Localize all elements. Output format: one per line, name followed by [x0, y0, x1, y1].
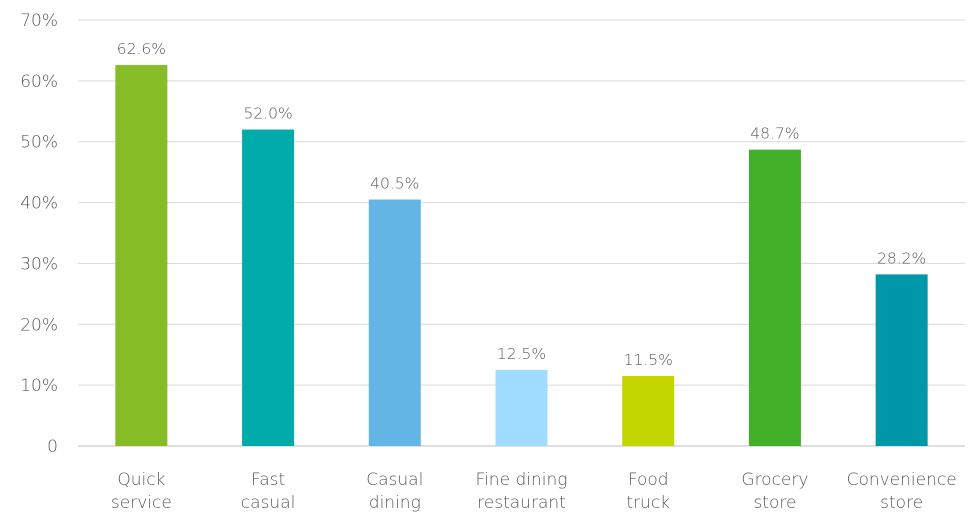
x-tick-label: Casual dining — [366, 470, 423, 513]
gridlines — [78, 19, 965, 447]
y-tick-label: 30% — [20, 254, 58, 274]
y-tick-label: 0 — [47, 437, 58, 457]
data-labels: 62.6% 52.0% 40.5% 12.5% 11.5% 48.7% 28.2% — [117, 40, 927, 369]
bar — [748, 149, 801, 446]
data-label: 12.5% — [497, 345, 546, 363]
bar — [875, 274, 928, 446]
bar — [242, 129, 295, 447]
data-label: 48.7% — [750, 125, 799, 143]
x-tick-label: Quick service — [111, 470, 172, 513]
data-label: 28.2% — [877, 249, 926, 267]
x-tick-label: Fine dining restaurant — [476, 470, 568, 513]
y-tick-label: 50% — [20, 133, 58, 153]
y-tick-label: 20% — [20, 315, 58, 335]
x-axis-tick-labels: Quick service Fast casual Casual dining Fine d… — [111, 470, 957, 513]
x-tick-label: Convenience store — [847, 470, 957, 513]
bar — [495, 369, 548, 446]
bar — [115, 65, 168, 446]
y-tick-label: 70% — [20, 11, 58, 31]
x-tick-label: Fast casual — [241, 470, 296, 513]
data-label: 62.6% — [117, 40, 166, 58]
bar — [622, 376, 675, 446]
y-tick-label: 10% — [20, 376, 58, 396]
y-axis-tick-labels: 0 10% 20% 30% 40% 50% 60% 70% — [20, 11, 58, 457]
y-tick-label: 40% — [20, 194, 58, 214]
bars — [115, 65, 928, 447]
bar — [368, 199, 421, 446]
data-label: 52.0% — [243, 105, 292, 123]
data-label: 11.5% — [624, 351, 673, 369]
x-tick-label: Food truck — [626, 470, 670, 513]
data-label: 40.5% — [370, 175, 419, 193]
y-tick-label: 60% — [20, 72, 58, 92]
x-tick-label: Grocery store — [741, 470, 808, 513]
